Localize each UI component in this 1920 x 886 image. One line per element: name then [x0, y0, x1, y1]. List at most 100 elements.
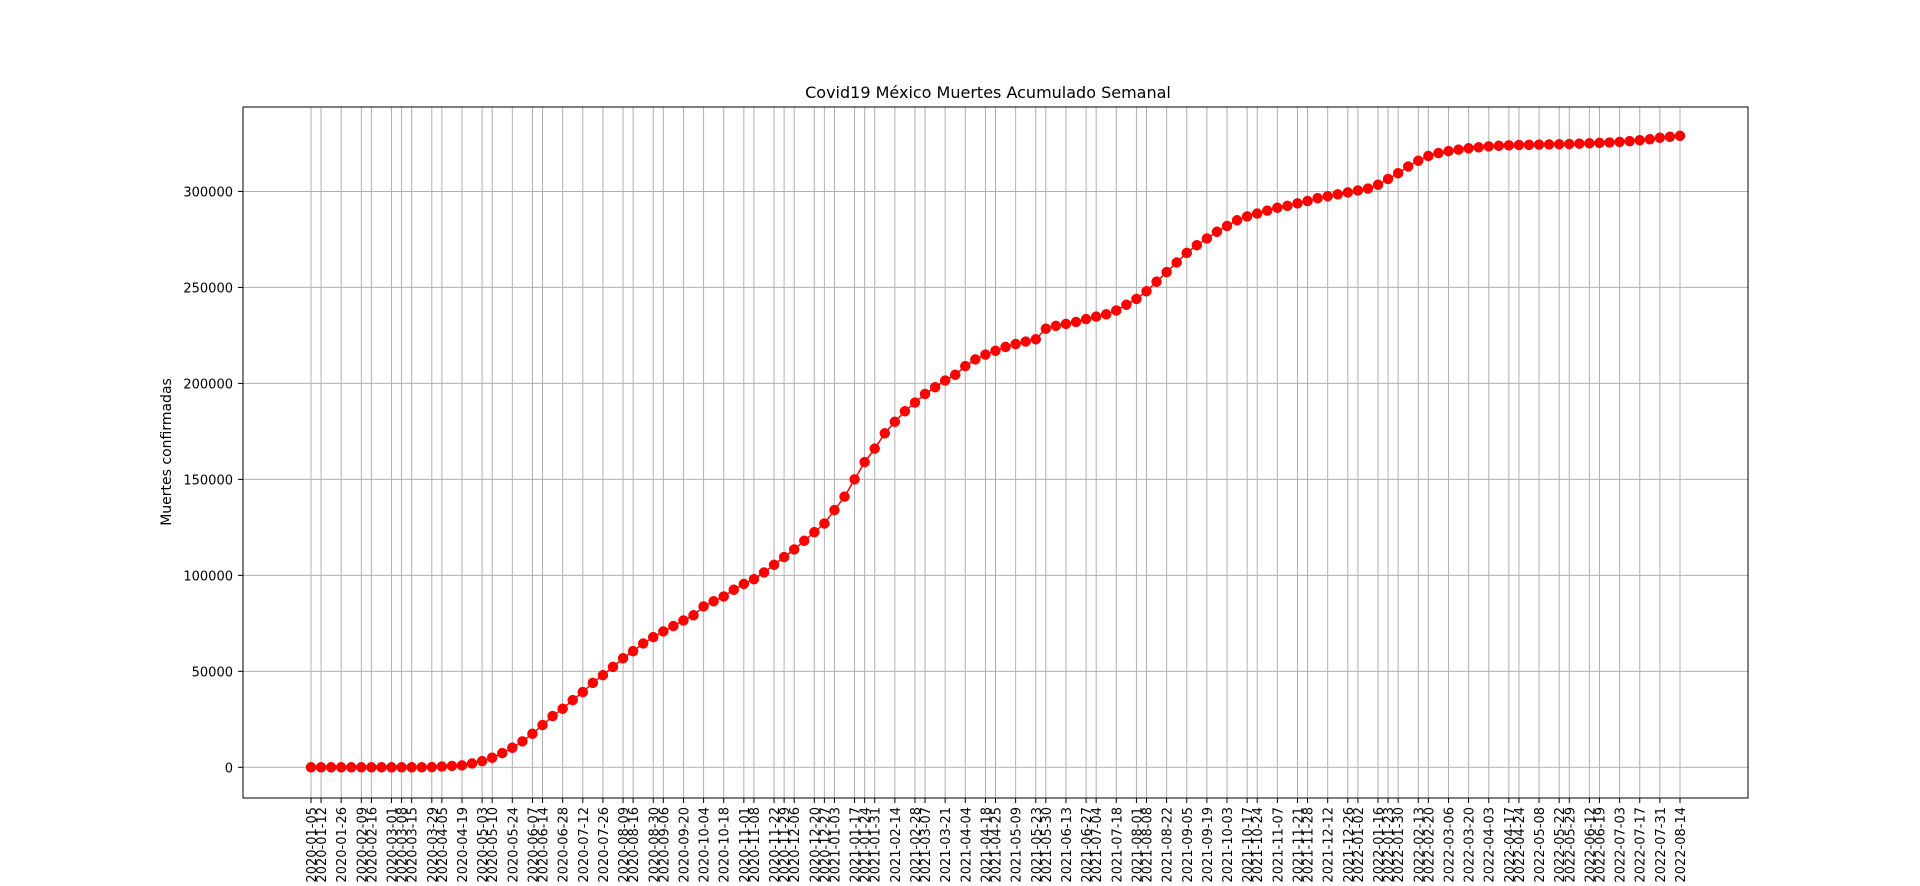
- data-point: [1614, 136, 1625, 148]
- y-tick-label: 150000: [183, 473, 233, 488]
- x-tick-label: 2021-04-04: [959, 807, 974, 883]
- x-tick-label: 2020-10-04: [698, 807, 713, 883]
- data-point: [1080, 313, 1092, 325]
- data-point: [1574, 138, 1585, 149]
- data-point: [497, 747, 508, 759]
- data-point: [1503, 140, 1515, 151]
- x-tick-label: 2021-10-24: [1251, 807, 1266, 883]
- data-point: [507, 742, 518, 753]
- data-point: [1272, 202, 1283, 214]
- data-point: [1402, 161, 1414, 172]
- data-point: [1322, 191, 1333, 202]
- series-points: [305, 130, 1686, 773]
- data-point: [1594, 137, 1605, 149]
- data-point: [416, 762, 427, 773]
- x-tick-label: 2021-07-18: [1110, 807, 1125, 883]
- data-point: [557, 703, 568, 714]
- x-tick-label: 2022-03-06: [1442, 807, 1457, 883]
- data-point: [1332, 189, 1343, 200]
- x-tick-label: 2021-07-04: [1090, 807, 1105, 883]
- data-point: [577, 686, 589, 698]
- data-point: [829, 504, 840, 516]
- data-point: [366, 762, 377, 773]
- data-point: [949, 369, 961, 381]
- x-tick-label: 2020-11-08: [748, 807, 763, 883]
- x-tick-label: 2020-12-20: [808, 807, 823, 883]
- x-tick-label: 2022-01-30: [1392, 807, 1407, 883]
- x-tick-label: 2020-03-08: [396, 807, 411, 883]
- data-point: [1483, 141, 1494, 152]
- data-point: [1523, 139, 1535, 151]
- data-point: [1413, 155, 1424, 166]
- data-point: [1040, 323, 1052, 334]
- data-point: [1382, 173, 1394, 185]
- x-tick-label: 2021-11-21: [1291, 807, 1306, 883]
- x-tick-label: 2021-08-08: [1140, 807, 1155, 883]
- data-point: [456, 760, 468, 771]
- x-tick-label: 2020-01-26: [335, 807, 350, 883]
- x-tick-label: 2020-01-05: [305, 807, 320, 883]
- y-axis: 0 50000 100000 150000 200000 250000 300000: [183, 185, 243, 776]
- x-tick-label: 2021-10-17: [1241, 807, 1256, 883]
- data-point: [1191, 239, 1203, 251]
- x-tick-label: 2022-07-17: [1634, 807, 1649, 883]
- x-tick-label: 2020-10-18: [718, 807, 733, 883]
- data-point: [1010, 338, 1021, 350]
- data-point: [1423, 150, 1434, 162]
- x-tick-label: 2020-08-16: [627, 807, 642, 883]
- data-point: [809, 526, 820, 538]
- data-point: [486, 752, 498, 763]
- x-tick-label: 2022-01-23: [1382, 807, 1397, 883]
- data-point: [1654, 132, 1666, 143]
- x-tick-label: 2021-01-17: [849, 807, 864, 883]
- x-tick-label: 2020-07-12: [577, 807, 592, 883]
- x-tick-label: 2020-04-05: [436, 807, 451, 883]
- data-point: [436, 761, 448, 772]
- data-point: [376, 762, 387, 773]
- data-point: [658, 626, 669, 637]
- data-point: [587, 677, 599, 689]
- data-point: [1100, 309, 1112, 320]
- x-tick-label: 2020-03-15: [406, 807, 421, 883]
- x-tick-label: 2021-04-18: [979, 807, 994, 883]
- data-point: [1473, 142, 1484, 153]
- data-point: [909, 397, 921, 408]
- data-point: [980, 349, 991, 360]
- x-tick-label: 2020-06-07: [526, 807, 541, 883]
- data-point: [335, 762, 347, 773]
- x-tick-label: 2022-05-29: [1563, 807, 1578, 883]
- data-point: [1111, 305, 1122, 316]
- x-tick-label: 2020-02-16: [365, 807, 380, 883]
- x-tick-label: 2020-12-06: [788, 807, 803, 883]
- x-tick-label: 2021-05-09: [1010, 807, 1025, 883]
- data-point: [1161, 266, 1172, 278]
- x-tick-label: 2020-03-01: [386, 807, 401, 883]
- x-tick-label: 2022-04-03: [1483, 807, 1498, 883]
- x-tick-label: 2022-05-22: [1553, 807, 1568, 883]
- x-tick-label: 2020-04-19: [456, 807, 471, 883]
- data-point: [698, 601, 709, 612]
- data-point: [1543, 139, 1555, 150]
- data-point: [1282, 200, 1293, 212]
- data-point: [899, 405, 911, 417]
- data-point: [778, 551, 790, 563]
- data-point: [939, 375, 951, 386]
- x-tick-label: 2020-05-24: [506, 807, 521, 883]
- data-point: [678, 615, 689, 626]
- data-point: [889, 416, 901, 428]
- x-tick-label: 2020-07-26: [597, 807, 612, 883]
- y-tick-label: 200000: [183, 377, 233, 392]
- data-point: [386, 762, 397, 773]
- x-tick-label: 2020-02-09: [355, 807, 370, 883]
- x-tick-label: 2022-06-12: [1583, 807, 1598, 883]
- plot-area: [242, 106, 1749, 799]
- data-point: [1020, 336, 1031, 347]
- x-tick-label: 2022-07-31: [1654, 807, 1669, 883]
- data-point: [1664, 131, 1676, 143]
- data-point: [1090, 311, 1102, 322]
- data-point: [1121, 299, 1132, 310]
- data-point: [1634, 134, 1645, 146]
- data-point: [1221, 220, 1233, 232]
- data-point: [1292, 198, 1303, 209]
